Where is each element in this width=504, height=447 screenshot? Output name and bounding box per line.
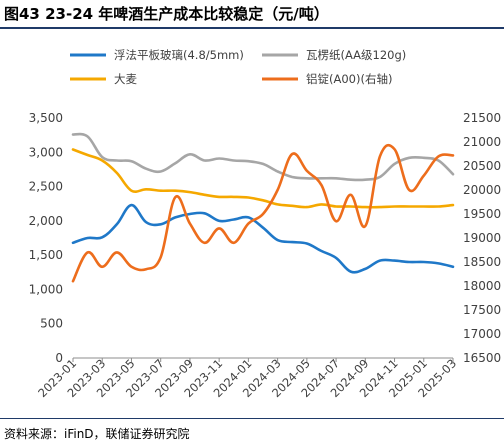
left-tick-label: 2,500 bbox=[29, 180, 63, 194]
left-tick-label: 3,000 bbox=[29, 145, 63, 159]
legend-label: 浮法平板玻璃(4.8/5mm) bbox=[114, 48, 244, 62]
legend-label: 铝锭(A00)(右轴) bbox=[306, 72, 392, 86]
source-rule bbox=[0, 418, 504, 419]
source-note: 资料来源：iFinD，联储证券研究院 bbox=[4, 427, 190, 441]
right-tick-label: 18000 bbox=[463, 279, 501, 293]
right-tick-label: 17000 bbox=[463, 327, 501, 341]
legend: 浮法平板玻璃(4.8/5mm) 瓦楞纸(AA级120g) 大麦 铝锭(A00)(右轴) bbox=[70, 48, 406, 86]
left-tick-label: 3,500 bbox=[29, 111, 63, 125]
left-axis: 0 500 1,000 1,500 2,000 2,500 3,000 3,500 bbox=[29, 111, 63, 365]
x-axis: 2023-012023-032023-052023-072023-092023-… bbox=[35, 356, 459, 400]
right-tick-label: 20500 bbox=[463, 159, 501, 173]
left-tick-label: 0 bbox=[55, 351, 63, 365]
left-tick-label: 500 bbox=[40, 317, 63, 331]
right-tick-label: 16500 bbox=[463, 351, 501, 365]
series-line bbox=[71, 148, 455, 209]
series-line bbox=[71, 203, 455, 274]
right-tick-label: 18500 bbox=[463, 255, 501, 269]
series-line bbox=[71, 143, 455, 283]
right-tick-label: 20000 bbox=[463, 183, 501, 197]
legend-label: 瓦楞纸(AA级120g) bbox=[306, 48, 406, 62]
series-line bbox=[71, 132, 455, 182]
legend-label: 大麦 bbox=[114, 72, 137, 86]
right-tick-label: 17500 bbox=[463, 303, 501, 317]
chart-title: 图43 23-24 年啤酒生产成本比较稳定（元/吨） bbox=[4, 5, 329, 23]
right-tick-label: 19000 bbox=[463, 231, 501, 245]
line-chart: 浮法平板玻璃(4.8/5mm) 瓦楞纸(AA级120g) 大麦 铝锭(A00)(右轴)… bbox=[29, 48, 502, 400]
left-tick-label: 2,000 bbox=[29, 214, 63, 228]
right-axis: 16500 17000 17500 18000 18500 19000 19500 20000… bbox=[463, 111, 501, 365]
right-tick-label: 21500 bbox=[463, 111, 501, 125]
title-rule bbox=[0, 27, 504, 29]
right-tick-label: 19500 bbox=[463, 207, 501, 221]
series-lines bbox=[71, 132, 455, 283]
left-tick-label: 1,500 bbox=[29, 248, 63, 262]
right-tick-label: 21000 bbox=[463, 135, 501, 149]
left-tick-label: 1,000 bbox=[29, 282, 63, 296]
